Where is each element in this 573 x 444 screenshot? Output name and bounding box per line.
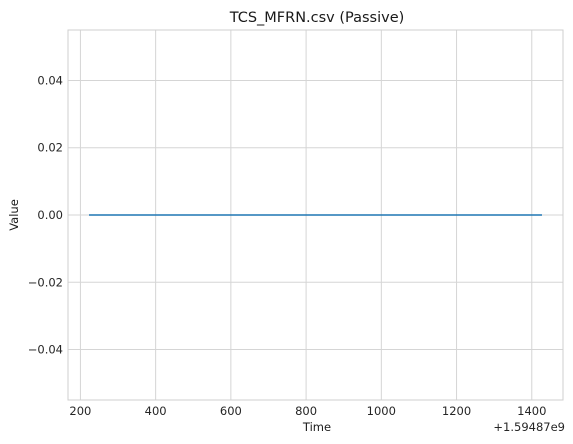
x-tick-label: 1000	[367, 404, 396, 418]
x-tick-label: 600	[220, 404, 242, 418]
y-tick-label: 0.04	[37, 73, 63, 87]
x-tick-label: 800	[295, 404, 317, 418]
plot-frame	[67, 29, 564, 401]
y-tick-label: −0.04	[28, 343, 63, 357]
x-tick-label: 400	[145, 404, 167, 418]
chart-title: TCS_MFRN.csv (Passive)	[229, 10, 405, 26]
tick-labels: 200 400 600 800 1000 1200 1400 −0.04 −0.02 0.00 0.…	[28, 73, 547, 418]
y-axis-label: Value	[7, 199, 21, 231]
y-tick-label: −0.02	[28, 275, 63, 289]
x-axis-label: Time	[302, 420, 331, 434]
x-axis-offset-label: +1.59487e9	[493, 420, 565, 434]
x-tick-label: 200	[69, 404, 91, 418]
y-tick-label: 0.02	[37, 141, 63, 155]
x-tick-label: 1400	[517, 404, 546, 418]
y-tick-label: 0.00	[37, 208, 63, 222]
x-tick-label: 1200	[442, 404, 471, 418]
